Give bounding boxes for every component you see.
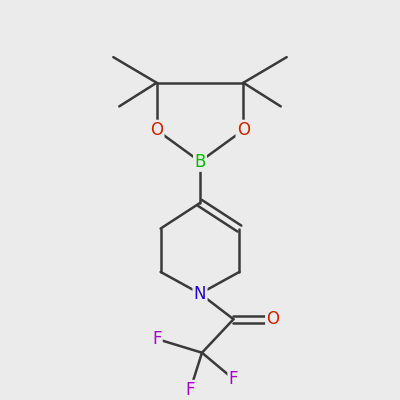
Text: F: F xyxy=(185,381,195,399)
Text: B: B xyxy=(194,152,206,170)
Text: O: O xyxy=(237,121,250,139)
Text: F: F xyxy=(229,370,238,388)
Text: N: N xyxy=(194,284,206,302)
Text: F: F xyxy=(152,330,162,348)
Text: O: O xyxy=(266,310,280,328)
Text: O: O xyxy=(150,121,163,139)
